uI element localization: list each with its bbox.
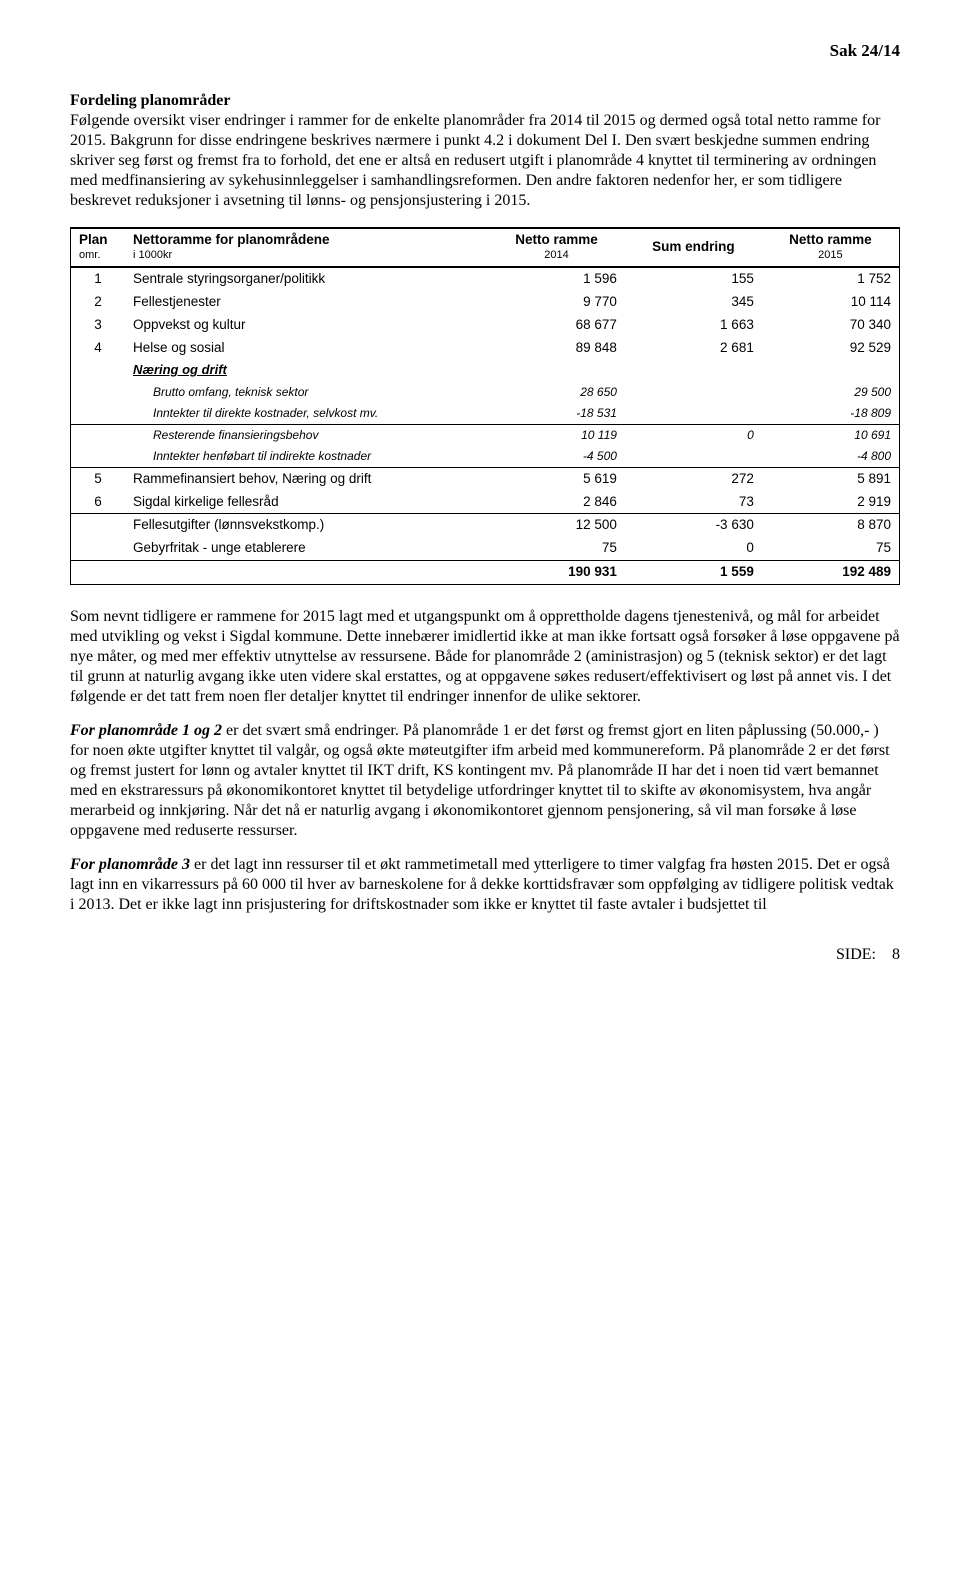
table-row: 5 Rammefinansiert behov, Næring og drift… — [71, 467, 900, 490]
table-subhead: Næring og drift — [71, 359, 900, 381]
p3-lead: For planområde 3 — [70, 856, 190, 873]
page-number: 8 — [892, 946, 900, 963]
intro-paragraph: Følgende oversikt viser endringer i ramm… — [70, 111, 900, 211]
p2-lead: For planområde 1 og 2 — [70, 722, 222, 739]
intro-section: Fordeling planområder Følgende oversikt … — [70, 91, 900, 211]
col-endring: Sum endring — [625, 228, 762, 267]
table-subrow: Inntekter henføbart til indirekte kostna… — [71, 446, 900, 468]
intro-heading: Fordeling planområder — [70, 91, 900, 111]
table-row: Fellesutgifter (lønnsvekstkomp.) 12 500 … — [71, 514, 900, 537]
table-row: 3 Oppvekst og kultur 68 677 1 663 70 340 — [71, 314, 900, 337]
col-2015: Netto ramme2015 — [762, 228, 900, 267]
case-number: Sak 24/14 — [70, 40, 900, 61]
table-row: 4 Helse og sosial 89 848 2 681 92 529 — [71, 337, 900, 360]
col-name: Nettoramme for planområdenei 1000kr — [125, 228, 488, 267]
page-footer: SIDE: 8 — [70, 945, 900, 965]
table-row: 6 Sigdal kirkelige fellesråd 2 846 73 2 … — [71, 491, 900, 514]
footer-label: SIDE: — [836, 946, 876, 963]
table-total-row: 190 931 1 559 192 489 — [71, 561, 900, 585]
col-plan: Planomr. — [71, 228, 126, 267]
table-subrow: Resterende finansieringsbehov 10 119 0 1… — [71, 424, 900, 446]
table-row: 2 Fellestjenester 9 770 345 10 114 — [71, 291, 900, 314]
table-subrow: Brutto omfang, teknisk sektor 28 650 29 … — [71, 382, 900, 403]
body-p3: For planområde 3 er det lagt inn ressurs… — [70, 855, 900, 915]
body-p1: Som nevnt tidligere er rammene for 2015 … — [70, 607, 900, 707]
table-subrow: Inntekter til direkte kostnader, selvkos… — [71, 403, 900, 425]
table-row: 1 Sentrale styringsorganer/politikk 1 59… — [71, 267, 900, 291]
table-row: Gebyrfritak - unge etablerere 75 0 75 — [71, 537, 900, 560]
budget-table: Planomr. Nettoramme for planområdenei 10… — [70, 227, 900, 585]
body-p2: For planområde 1 og 2 er det svært små e… — [70, 721, 900, 841]
col-2014: Netto ramme2014 — [488, 228, 625, 267]
